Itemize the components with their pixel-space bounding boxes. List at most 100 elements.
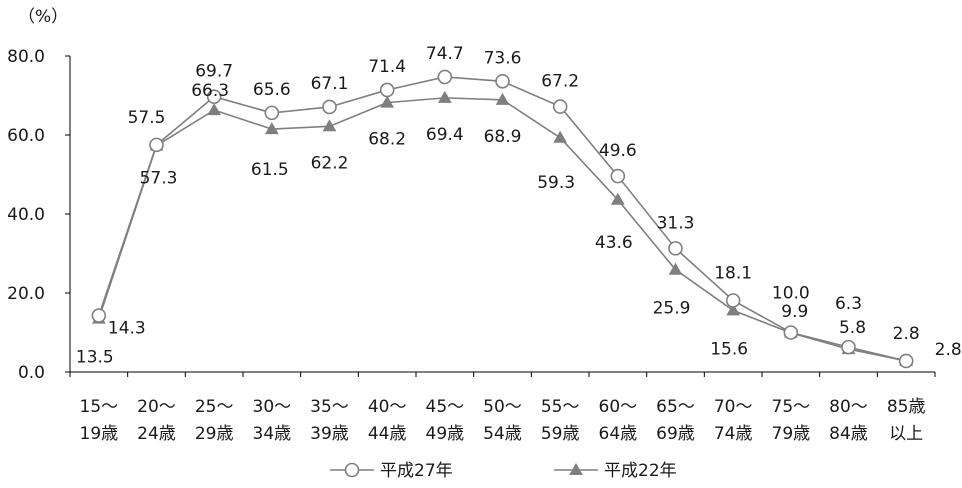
data-point-circle [206, 89, 222, 104]
data-label: 69.4 [426, 125, 464, 145]
x-tick-label: 75～ [772, 397, 811, 417]
x-tick-label: 44歳 [368, 424, 407, 444]
x-tick-label: 80～ [829, 397, 868, 417]
x-tick-label: 70～ [714, 397, 753, 417]
data-point-triangle [495, 92, 510, 105]
x-tick-label: 59歳 [541, 424, 580, 444]
unit-label: （%） [18, 7, 68, 27]
data-label: 10.0 [772, 284, 810, 304]
data-label: 67.1 [311, 74, 349, 94]
y-tick-label: 20.0 [7, 284, 45, 304]
x-tick-label: 19歳 [80, 424, 119, 444]
data-label: 61.5 [251, 160, 289, 180]
x-tick-label: 69歳 [656, 424, 695, 444]
x-tick-label: 55～ [541, 397, 580, 417]
data-point-triangle [668, 262, 683, 275]
data-label: 69.7 [195, 62, 233, 82]
x-tick-label: 54歳 [483, 424, 522, 444]
data-label: 74.7 [426, 44, 464, 64]
x-tick-label: 79歳 [772, 424, 811, 444]
data-label: 57.3 [140, 169, 178, 189]
x-tick-label: 74歳 [714, 424, 753, 444]
data-label: 68.9 [484, 127, 522, 147]
data-label: 2.8 [935, 340, 962, 360]
data-point-triangle [322, 119, 337, 132]
x-tick-label: 84歳 [829, 424, 868, 444]
data-point-circle [552, 99, 568, 114]
data-label: 14.3 [108, 319, 146, 339]
x-tick-label: 30～ [253, 397, 292, 417]
data-point-circle [668, 241, 683, 256]
x-tick-label: 39歳 [310, 424, 349, 444]
data-point-circle [841, 339, 856, 355]
y-tick-label: 40.0 [7, 205, 45, 225]
series-layer [91, 69, 914, 369]
data-point-circle [264, 105, 280, 121]
data-point-triangle [553, 130, 568, 143]
data-label: 5.8 [839, 318, 866, 338]
x-tick-label: 60～ [599, 397, 638, 417]
data-labels: 14.3 57.5 69.7 65.6 67.1 71.4 74.7 73.6 67.2 49.6… [76, 44, 962, 368]
data-label: 43.6 [595, 233, 633, 253]
x-tick-label: 50～ [483, 397, 522, 417]
x-tick-label: 以上 [889, 424, 923, 444]
y-tick-label: 60.0 [7, 126, 45, 146]
data-point-circle [322, 99, 337, 115]
data-label: 31.3 [657, 213, 695, 233]
data-point-triangle [726, 303, 741, 316]
x-tick-label: 29歳 [195, 424, 234, 444]
data-label: 13.5 [76, 348, 114, 368]
y-axis: 0.0 20.0 40.0 60.0 80.0 [7, 47, 71, 383]
x-tick-label: 24歳 [137, 424, 176, 444]
data-point-circle [149, 137, 164, 153]
series-circle [91, 69, 914, 369]
data-point-circle [725, 293, 741, 308]
data-label: 71.4 [368, 57, 406, 77]
x-tick-label: 85歳 [887, 397, 926, 417]
legend-label: 平成27年 [380, 461, 453, 481]
data-label: 15.6 [710, 339, 748, 359]
data-label: 68.2 [368, 130, 406, 150]
data-label: 49.6 [599, 141, 637, 161]
data-point-circle [495, 73, 510, 89]
data-label: 9.9 [781, 302, 808, 322]
data-label: 2.8 [893, 324, 920, 344]
data-point-triangle [610, 192, 625, 205]
data-point-circle [783, 325, 799, 340]
data-point-circle [610, 168, 626, 184]
x-tick-label: 34歳 [253, 424, 292, 444]
data-label: 6.3 [835, 294, 862, 314]
x-tick-label: 49歳 [426, 424, 465, 444]
data-point-triangle [207, 103, 222, 116]
data-label: 66.3 [191, 81, 229, 101]
legend-label: 平成22年 [604, 461, 677, 481]
data-label: 73.6 [484, 48, 522, 68]
x-tick-label: 45～ [426, 397, 465, 417]
legend-marker [569, 462, 583, 475]
data-point-triangle [437, 90, 452, 103]
y-tick-label: 0.0 [18, 363, 45, 383]
data-label: 62.2 [311, 153, 349, 173]
data-point-circle [91, 308, 107, 323]
legend-item: 平成22年 [554, 461, 677, 481]
data-label: 57.5 [128, 108, 166, 128]
data-label: 67.2 [541, 72, 579, 92]
x-tick-label: 35～ [310, 397, 349, 417]
legend-item: 平成27年 [330, 461, 453, 481]
data-point-circle [898, 353, 914, 369]
x-tick-label: 25～ [195, 397, 234, 417]
legend-marker [344, 462, 360, 478]
data-label: 25.9 [653, 299, 691, 319]
legend: 平成27年 平成22年 [330, 461, 677, 481]
data-label: 59.3 [537, 173, 575, 193]
x-tick-label: 15～ [80, 397, 119, 417]
data-point-circle [379, 82, 395, 98]
x-tick-label: 64歳 [599, 424, 638, 444]
data-label: 65.6 [253, 80, 291, 100]
data-point-triangle [380, 95, 395, 108]
data-label: 18.1 [714, 264, 752, 284]
data-point-triangle [264, 122, 279, 135]
x-tick-label: 65～ [656, 397, 695, 417]
x-axis: 15～ 19歳 20～ 24歳 25～ 29歳 30～ 34歳 35～ 39歳 40～ 44歳 45～ 4… [69, 371, 936, 444]
data-point-circle [437, 69, 453, 85]
